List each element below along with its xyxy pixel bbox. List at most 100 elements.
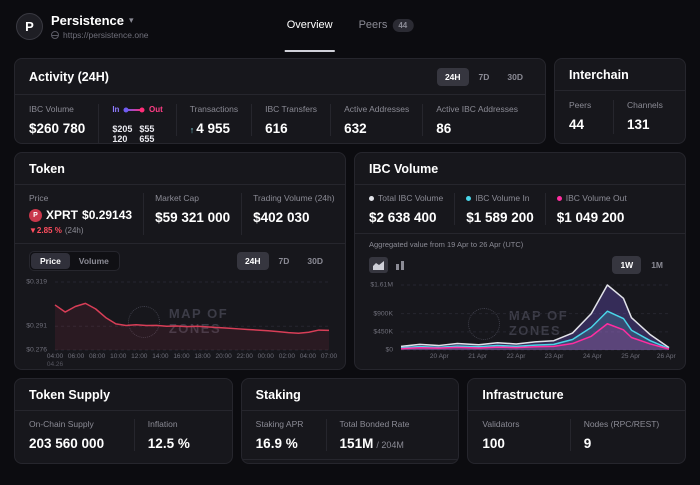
website-link[interactable]: https://persistence.one — [63, 29, 149, 40]
out-label: Out — [148, 105, 163, 114]
bonded-rate-metric: Total Bonded Rate 151M/ 204M — [325, 419, 445, 451]
trading-volume-metric: Trading Volume (24h) $402 030 — [241, 193, 345, 235]
ibc-range-1w-button[interactable]: 1W — [612, 256, 642, 274]
app-name: Persistence — [51, 12, 124, 28]
nodes-value: 9 — [583, 436, 592, 451]
staking-apr-label: Staking APR — [255, 419, 304, 429]
active-addresses-label: Active Addresses — [344, 104, 410, 114]
token-supply-title: Token Supply — [29, 388, 111, 402]
legend-in-value: $1 589 200 — [466, 210, 534, 225]
out-value: $55 655 — [139, 124, 155, 144]
token-range-7d-button[interactable]: 7D — [271, 252, 298, 270]
legend-out: IBC Volume Out $1 049 200 — [544, 193, 638, 225]
ibc-range-pills: 1W 1M — [612, 256, 671, 274]
token-card: Token Price P XPRT $0.29143 ▼2.85 % (24h)… — [14, 152, 346, 370]
infrastructure-card: Infrastructure Validators 100 Nodes (RPC… — [467, 378, 687, 464]
legend-out-value: $1 049 200 — [556, 210, 625, 225]
in-out-gradient-bar — [126, 108, 142, 111]
legend-dot-out — [556, 195, 562, 201]
trading-volume-label: Trading Volume (24h) — [253, 193, 335, 203]
chevron-down-icon[interactable]: ▾ — [129, 14, 134, 25]
legend-total: Total IBC Volume $2 638 400 — [369, 193, 454, 225]
activity-range-7d-button[interactable]: 7D — [471, 68, 498, 86]
channels-metric: Channels 131 — [613, 100, 671, 134]
staking-apr-metric: Staking APR 16.9 % — [256, 419, 326, 451]
bar-chart-type-button[interactable] — [391, 257, 410, 273]
ibc-transfers-metric: IBC Transfers 616 — [251, 104, 330, 136]
price-change-period: (24h) — [64, 226, 84, 235]
main-tabs: Overview Peers 44 — [284, 0, 416, 52]
chart-type-toggle — [369, 257, 410, 273]
ibc-volume-areas — [401, 285, 669, 350]
ibc-volume-title: IBC Volume — [369, 162, 439, 176]
ibc-chart-y-axis: $1.61M $900K $450K $0 — [370, 281, 393, 354]
ibc-transfers-value: 616 — [265, 121, 288, 136]
active-addresses-metric: Active Addresses 632 — [330, 104, 422, 136]
token-range-30d-button[interactable]: 30D — [299, 252, 331, 270]
channels-label: Channels — [627, 100, 663, 110]
activity-card: Activity (24H) 24H 7D 30D IBC Volume $26… — [14, 58, 546, 144]
activity-title: Activity (24H) — [29, 70, 109, 84]
topbar: P Persistence ▾ https://persistence.one … — [0, 0, 700, 52]
transactions-label: Transactions — [189, 104, 239, 114]
activity-range-30d-button[interactable]: 30D — [499, 68, 531, 86]
logo-letter: P — [25, 18, 34, 34]
ibc-chart-x-axis: 20 Apr 21 Apr 22 Apr 23 Apr 24 Apr 25 Apr 26 A… — [429, 353, 676, 360]
channels-value: 131 — [627, 117, 650, 132]
staking-apr-value: 16.9 % — [255, 436, 298, 451]
legend-total-value: $2 638 400 — [369, 210, 437, 225]
inflation-label: Inflation — [147, 419, 178, 429]
legend-total-label: Total IBC Volume — [378, 193, 444, 203]
validators-value: 100 — [482, 436, 505, 451]
ibc-volume-value: $260 780 — [29, 121, 86, 136]
token-price: $0.29143 — [82, 208, 133, 222]
inflation-value: 12.5 % — [147, 436, 190, 451]
ibc-volume-chart[interactable]: MAP OF ZONES $1.61M $900K $450K $0 20 Apr 21 … — [365, 280, 676, 367]
price-change: 2.85 % — [36, 226, 62, 235]
activity-range-pills: 24H 7D 30D — [436, 68, 531, 86]
token-price-metric: Price P XPRT $0.29143 ▼2.85 % (24h) — [29, 193, 143, 235]
tab-overview-label: Overview — [286, 19, 333, 31]
bonded-total: / 204M — [376, 440, 404, 450]
validators-label: Validators — [482, 419, 520, 429]
token-range-24h-button[interactable]: 24H — [236, 252, 269, 270]
on-chain-supply-value: 203 560 000 — [29, 436, 105, 451]
peers-metric: Peers 44 — [569, 100, 613, 134]
inflation-metric: Inflation 12.5 % — [133, 419, 218, 451]
brand: P Persistence ▾ https://persistence.one — [16, 12, 149, 40]
ibc-in-out-widget: In Out $205 120 $55 655 — [98, 104, 175, 144]
price-label: Price — [29, 193, 49, 203]
dashboard: Activity (24H) 24H 7D 30D IBC Volume $26… — [0, 52, 700, 464]
legend-out-label: IBC Volume Out — [565, 193, 627, 203]
legend-in: IBC Volume In $1 589 200 — [454, 193, 545, 225]
market-cap-label: Market Cap — [155, 193, 200, 203]
ibc-range-1m-button[interactable]: 1M — [643, 256, 671, 274]
area-chart-type-button[interactable] — [369, 257, 388, 273]
tab-peers[interactable]: Peers 44 — [357, 0, 416, 52]
ibc-volume-subtitle: Aggregated value from 19 Apr to 26 Apr (… — [369, 240, 524, 249]
price-change-arrow-icon: ▼ — [29, 226, 37, 235]
validators-metric: Validators 100 — [482, 419, 569, 451]
token-range-pills: 24H 7D 30D — [236, 252, 331, 270]
bonded-rate-label: Total Bonded Rate — [339, 419, 410, 429]
token-title: Token — [29, 162, 65, 176]
mode-volume-button[interactable]: Volume — [70, 253, 118, 269]
ibc-transfers-label: IBC Transfers — [265, 104, 318, 114]
infrastructure-title: Infrastructure — [482, 388, 564, 402]
tab-overview[interactable]: Overview — [284, 0, 335, 52]
nodes-metric: Nodes (RPC/REST) 9 — [569, 419, 671, 451]
mode-price-button[interactable]: Price — [31, 253, 70, 269]
bonded-value: 151M — [339, 436, 374, 451]
transactions-metric: Transactions ↑ 4 955 — [175, 104, 251, 136]
active-ibc-addresses-value: 86 — [436, 121, 452, 136]
staking-title: Staking — [255, 388, 301, 402]
trading-volume-value: $402 030 — [253, 210, 310, 225]
ibc-volume-legend: Total IBC Volume $2 638 400 IBC Volume I… — [355, 185, 685, 234]
activity-range-24h-button[interactable]: 24H — [436, 68, 469, 86]
peers-value: 44 — [569, 117, 585, 132]
transactions-value: 4 955 — [196, 121, 231, 136]
staking-card: Staking Staking APR 16.9 % Total Bonded … — [240, 378, 460, 464]
trend-up-icon: ↑ — [189, 125, 195, 135]
active-ibc-addresses-metric: Active IBC Addresses 86 — [422, 104, 531, 136]
